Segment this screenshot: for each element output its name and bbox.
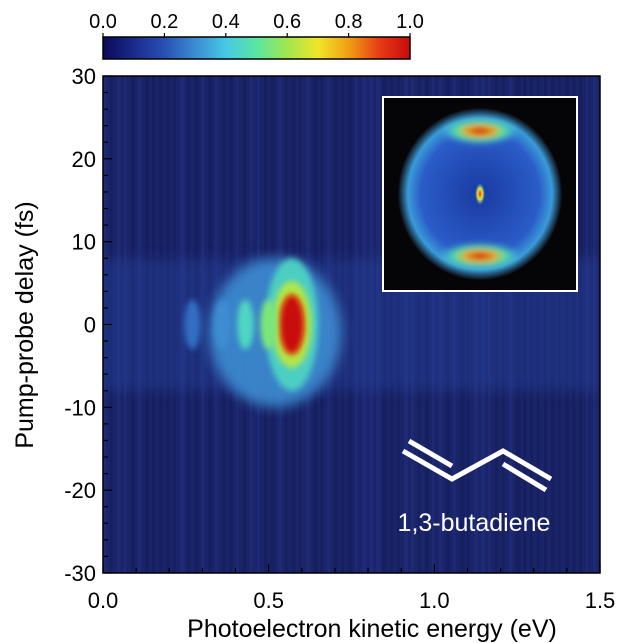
x-tick-label: 0.5	[253, 588, 284, 613]
y-tick-label: -20	[64, 478, 96, 503]
inset-top-lobe	[440, 117, 520, 145]
y-tick-label: 30	[72, 64, 96, 89]
y-tick-label: 20	[72, 147, 96, 172]
colorbar-bar	[102, 36, 411, 60]
y-tick-label: 10	[72, 230, 96, 255]
y-tick-label: -10	[64, 395, 96, 420]
x-axis: 0.0 0.5 1.0 1.5	[88, 564, 616, 613]
y-axis: 30 20 10 0 -10 -20 -30	[64, 64, 112, 586]
heatmap-peak	[237, 299, 254, 350]
heatmap-peak	[184, 299, 201, 350]
colorbar-tick-label: 0.6	[273, 11, 301, 33]
x-tick-label: 0.0	[88, 588, 119, 613]
y-tick-label: -30	[64, 561, 96, 586]
x-axis-label: Photoelectron kinetic energy (eV)	[187, 615, 557, 643]
y-tick-label: 0	[84, 313, 96, 338]
colorbar-tick-label: 0.0	[89, 11, 117, 33]
molecule-label: 1,3-butadiene	[398, 509, 551, 537]
inset-center-spot	[475, 183, 485, 205]
inset-frame	[382, 96, 578, 292]
inset-bottom-lobe	[438, 242, 522, 270]
butadiene-structure-icon	[401, 448, 553, 482]
colorbar-ticks: 0.0 0.2 0.4 0.6 0.8 1.0	[89, 11, 424, 37]
heatmap-peaks	[184, 258, 342, 408]
heatmap-peak	[213, 299, 231, 350]
heatmap-peak	[280, 295, 304, 354]
x-tick-label: 1.0	[419, 588, 450, 613]
colorbar-tick-label: 0.8	[335, 11, 363, 33]
colorbar: 0.0 0.2 0.4 0.6 0.8 1.0	[89, 11, 424, 60]
colorbar-tick-label: 0.4	[212, 11, 240, 33]
colorbar-tick-label: 0.2	[150, 11, 178, 33]
heatmap-peak	[260, 299, 277, 350]
x-tick-label: 1.5	[585, 588, 616, 613]
y-axis-label: Pump-probe delay (fs)	[11, 201, 39, 448]
inset-image	[382, 96, 578, 292]
plot-area	[103, 76, 600, 573]
colorbar-tick-label: 1.0	[396, 11, 424, 33]
molecule-annotation: 1,3-butadiene	[398, 438, 553, 537]
